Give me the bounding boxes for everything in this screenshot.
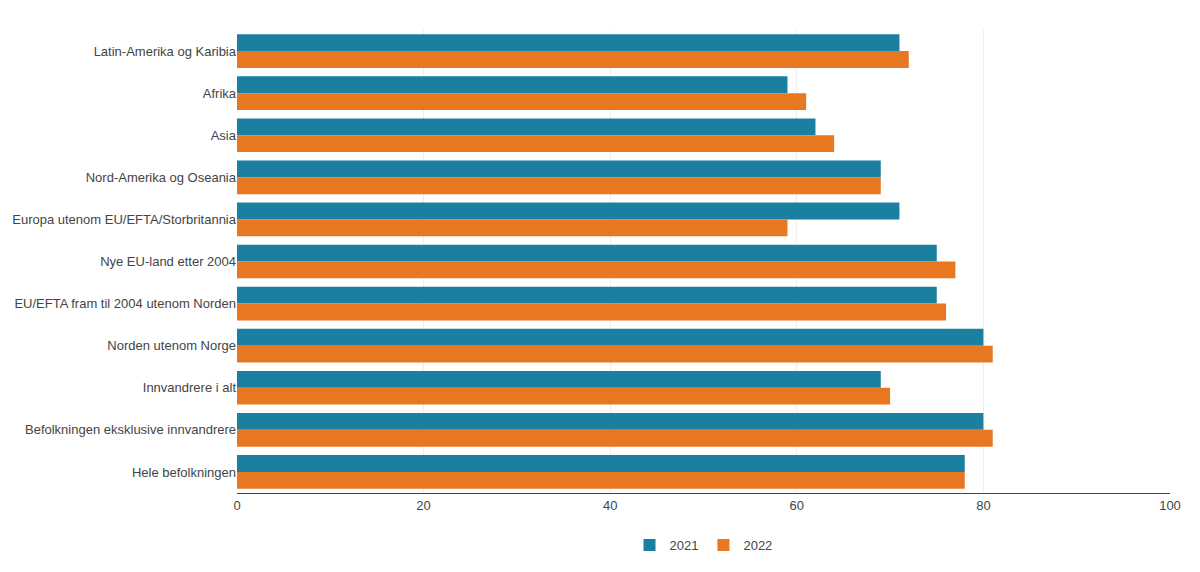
svg-text:2021: 2021 [670,538,699,553]
svg-text:Nord-Amerika og Oseania: Nord-Amerika og Oseania [86,170,237,185]
svg-text:20: 20 [416,498,430,513]
svg-text:0: 0 [233,498,240,513]
svg-text:Nye EU-land etter 2004: Nye EU-land etter 2004 [100,254,236,269]
svg-text:100: 100 [1159,498,1181,513]
svg-text:Befolkningen eksklusive innvan: Befolkningen eksklusive innvandrere [25,422,236,437]
svg-text:Norden utenom Norge: Norden utenom Norge [107,338,236,353]
svg-text:Latin-Amerika og Karibia: Latin-Amerika og Karibia [94,44,237,59]
svg-text:Innvandrere i alt: Innvandrere i alt [143,380,237,395]
svg-text:Asia: Asia [211,128,237,143]
svg-text:Hele befolkningen: Hele befolkningen [132,465,236,480]
svg-text:60: 60 [790,498,804,513]
svg-text:EU/EFTA fram til 2004 utenom N: EU/EFTA fram til 2004 utenom Norden [14,296,236,311]
svg-text:Europa utenom EU/EFTA/Storbrit: Europa utenom EU/EFTA/Storbritannia [12,212,237,227]
svg-text:80: 80 [976,498,990,513]
svg-text:Afrika: Afrika [203,86,237,101]
svg-text:2022: 2022 [743,538,772,553]
svg-text:40: 40 [603,498,617,513]
